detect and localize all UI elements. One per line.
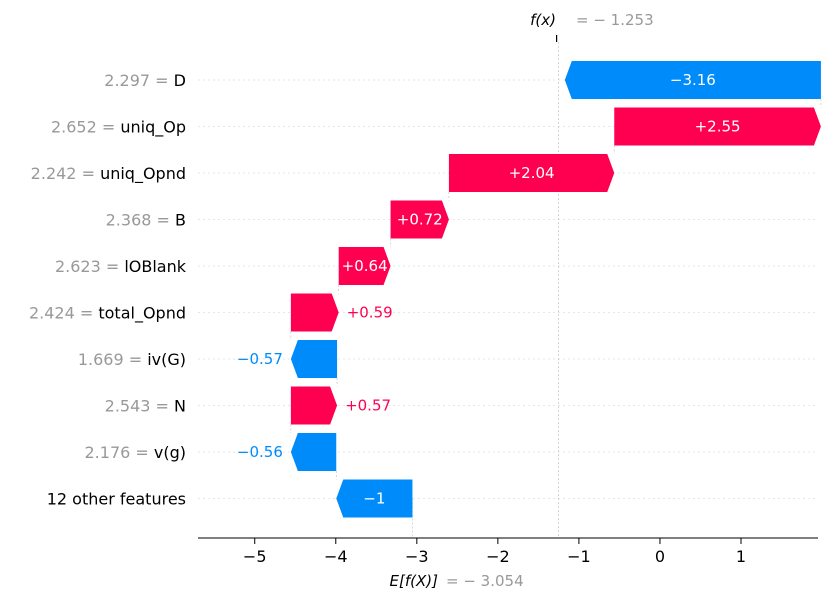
feature-name: N xyxy=(174,397,186,416)
x-tick-label: −3 xyxy=(405,547,429,566)
bar-value-label: −0.57 xyxy=(237,350,283,368)
feature-label: 2.424 = total_Opnd xyxy=(29,304,186,324)
contribution-bar xyxy=(290,386,338,425)
feature-equals: = xyxy=(151,211,175,230)
feature-name: lOBlank xyxy=(124,257,186,276)
base-value-text: = − 3.054 xyxy=(446,572,524,590)
feature-value: 2.543 xyxy=(105,397,151,416)
base-value-annotation: E[f(X)] = − 3.054 xyxy=(390,572,524,590)
contribution-bar xyxy=(614,107,821,146)
feature-equals: = xyxy=(75,304,99,323)
bar-value-label: −0.56 xyxy=(237,443,283,461)
feature-name: v(g) xyxy=(154,443,186,462)
feature-label: 2.297 = D xyxy=(104,71,186,90)
contribution-bar xyxy=(564,61,821,99)
bar-value-label: +2.04 xyxy=(509,164,555,182)
feature-label: 1.669 = iv(G) xyxy=(78,350,186,369)
base-value-name: E[f(X)] xyxy=(390,572,439,590)
feature-labels: 2.297 = D 2.652 = uniq_Op 2.242 = uniq_Opn… xyxy=(29,71,187,509)
x-tick-label: −1 xyxy=(567,547,591,566)
contribution-bars: −3.16 +2.55 +2.04 +0.72 +0.64 +0.59 −0.57 +0.57… xyxy=(237,61,821,518)
feature-value: 2.297 xyxy=(104,71,150,90)
feature-value: 2.424 xyxy=(29,304,75,323)
bar-value-label: −3.16 xyxy=(670,71,716,89)
output-value-annotation: f(x) = − 1.253 xyxy=(530,11,654,42)
feature-label: 2.652 = uniq_Op xyxy=(51,118,186,138)
feature-equals: = xyxy=(101,257,125,276)
reference-lines xyxy=(290,42,822,538)
feature-value: 2.176 xyxy=(85,443,131,462)
contribution-bar xyxy=(290,340,338,378)
feature-label: 12 other features xyxy=(47,490,186,509)
feature-value: 1.669 xyxy=(78,350,124,369)
bar-value-label: +2.55 xyxy=(695,118,741,136)
feature-label: 2.242 = uniq_Opnd xyxy=(31,164,186,184)
feature-label: 2.368 = B xyxy=(106,211,186,230)
bar-value-label: +0.59 xyxy=(347,304,393,322)
contribution-bar xyxy=(448,154,615,192)
feature-label: 2.176 = v(g) xyxy=(85,443,187,462)
bar-value-label: −1 xyxy=(363,490,385,508)
x-axis: −5 −4 −3 −2 −1 0 1 xyxy=(198,537,818,566)
contribution-bar xyxy=(290,433,337,471)
bar-value-label: +0.64 xyxy=(342,257,388,275)
feature-equals: = xyxy=(150,71,174,90)
feature-equals: = xyxy=(97,118,121,137)
feature-name: B xyxy=(175,211,186,230)
feature-value: 2.652 xyxy=(51,118,97,137)
feature-value: 2.368 xyxy=(106,211,152,230)
x-tick-label: 0 xyxy=(655,547,665,566)
contribution-bar xyxy=(290,293,339,332)
feature-name: 12 other features xyxy=(47,490,186,509)
feature-label: 2.623 = lOBlank xyxy=(55,257,187,276)
x-tick-label: −4 xyxy=(324,547,348,566)
feature-equals: = xyxy=(150,397,174,416)
feature-label: 2.543 = N xyxy=(105,397,186,416)
bar-value-label: +0.57 xyxy=(345,397,391,415)
x-tick-label: −5 xyxy=(243,547,267,566)
feature-name: total_Opnd xyxy=(98,304,186,324)
x-tick-label: 1 xyxy=(736,547,746,566)
contribution-bar xyxy=(336,479,413,518)
feature-value: 2.623 xyxy=(55,257,101,276)
contribution-bar xyxy=(338,247,391,285)
feature-name: iv(G) xyxy=(147,350,186,369)
feature-value: 2.242 xyxy=(31,164,77,183)
feature-name: uniq_Opnd xyxy=(100,164,186,184)
feature-name: D xyxy=(174,71,186,90)
output-value-name: f(x) xyxy=(530,11,556,29)
feature-equals: = xyxy=(76,164,100,183)
x-tick-label: −2 xyxy=(486,547,510,566)
output-value-text: = − 1.253 xyxy=(576,11,654,29)
feature-equals: = xyxy=(124,350,148,369)
feature-equals: = xyxy=(130,443,154,462)
contribution-bar xyxy=(390,200,449,239)
bar-value-label: +0.72 xyxy=(397,211,443,229)
feature-name: uniq_Op xyxy=(120,118,186,138)
